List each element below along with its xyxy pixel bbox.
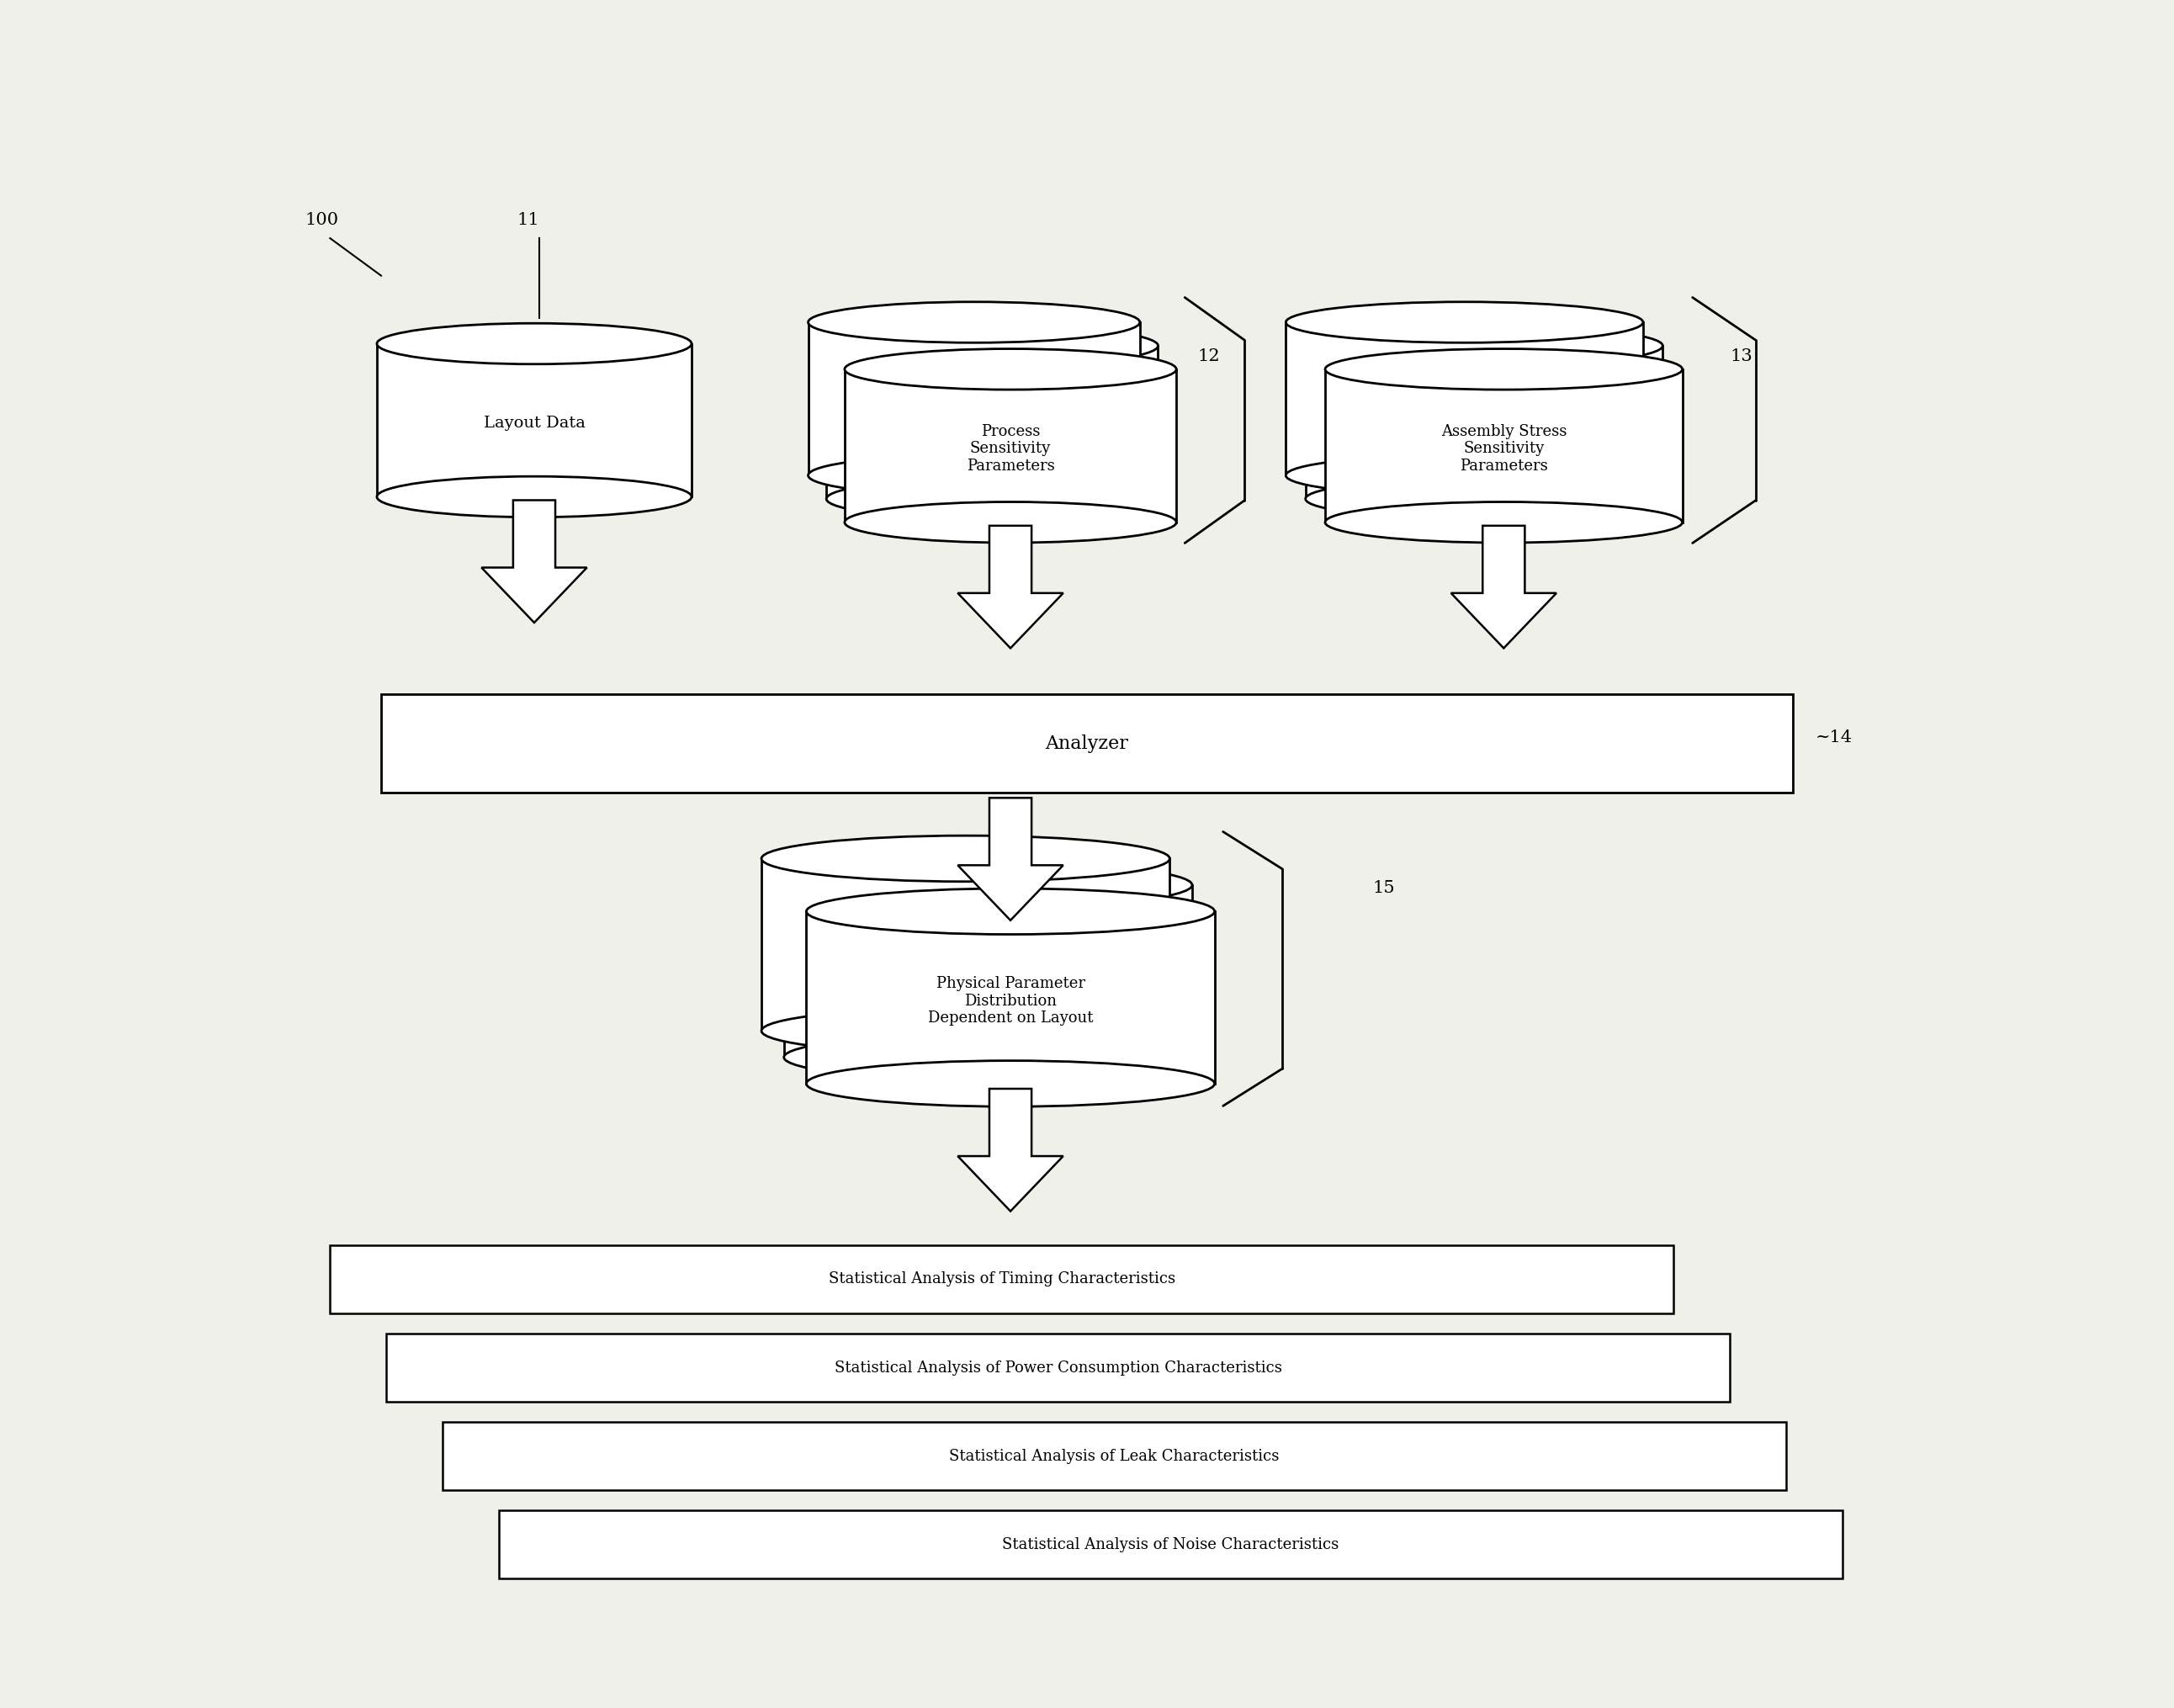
Ellipse shape — [807, 888, 1215, 934]
Ellipse shape — [809, 302, 1139, 343]
FancyBboxPatch shape — [387, 1334, 1731, 1402]
Text: Statistical Analysis of Noise Characteristics: Statistical Analysis of Noise Characteri… — [1002, 1537, 1339, 1553]
Ellipse shape — [1304, 325, 1663, 366]
Ellipse shape — [785, 863, 1191, 909]
Polygon shape — [376, 343, 691, 497]
Ellipse shape — [807, 1061, 1215, 1107]
FancyBboxPatch shape — [498, 1510, 1841, 1578]
Ellipse shape — [785, 1035, 1191, 1079]
Text: 15: 15 — [1372, 881, 1396, 897]
Polygon shape — [1326, 369, 1683, 523]
Text: Statistical Analysis of Leak Characteristics: Statistical Analysis of Leak Characteris… — [950, 1448, 1278, 1464]
FancyBboxPatch shape — [330, 1245, 1674, 1313]
Ellipse shape — [846, 348, 1176, 389]
Ellipse shape — [761, 1008, 1170, 1054]
FancyBboxPatch shape — [380, 693, 1794, 793]
Polygon shape — [1304, 345, 1663, 499]
Polygon shape — [480, 500, 587, 623]
FancyBboxPatch shape — [441, 1423, 1787, 1489]
Polygon shape — [807, 912, 1215, 1083]
Text: 13: 13 — [1731, 348, 1752, 364]
Text: 100: 100 — [304, 212, 339, 227]
Ellipse shape — [376, 477, 691, 518]
Polygon shape — [959, 798, 1063, 921]
Polygon shape — [826, 345, 1159, 499]
Text: Layout Data: Layout Data — [483, 415, 585, 430]
Polygon shape — [761, 859, 1170, 1032]
Text: ~14: ~14 — [1815, 729, 1852, 745]
Text: Process
Sensitivity
Parameters: Process Sensitivity Parameters — [967, 424, 1054, 473]
Polygon shape — [846, 369, 1176, 523]
Text: 11: 11 — [517, 212, 539, 227]
Text: Assembly Stress
Sensitivity
Parameters: Assembly Stress Sensitivity Parameters — [1441, 424, 1567, 473]
Ellipse shape — [376, 323, 691, 364]
Polygon shape — [959, 526, 1063, 647]
Text: Statistical Analysis of Timing Characteristics: Statistical Analysis of Timing Character… — [828, 1272, 1176, 1286]
Polygon shape — [959, 1088, 1063, 1211]
Ellipse shape — [1326, 348, 1683, 389]
Ellipse shape — [809, 454, 1139, 495]
Polygon shape — [809, 323, 1139, 475]
Text: Analyzer: Analyzer — [1046, 734, 1128, 753]
Ellipse shape — [1326, 502, 1683, 543]
Ellipse shape — [1285, 454, 1644, 495]
Ellipse shape — [1285, 302, 1644, 343]
Text: Physical Parameter
Distribution
Dependent on Layout: Physical Parameter Distribution Dependen… — [928, 975, 1094, 1027]
Polygon shape — [785, 885, 1191, 1057]
Ellipse shape — [1304, 478, 1663, 519]
Ellipse shape — [761, 835, 1170, 881]
Text: 12: 12 — [1198, 348, 1220, 364]
Text: Statistical Analysis of Power Consumption Characteristics: Statistical Analysis of Power Consumptio… — [835, 1360, 1283, 1375]
Ellipse shape — [826, 325, 1159, 366]
Ellipse shape — [826, 478, 1159, 519]
Ellipse shape — [846, 502, 1176, 543]
Polygon shape — [1285, 323, 1644, 475]
Polygon shape — [1450, 526, 1557, 647]
